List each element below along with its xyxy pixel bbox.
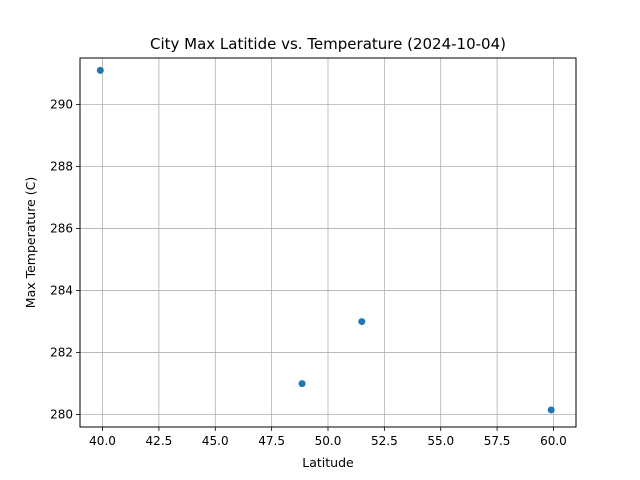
x-tick-label: 52.5 bbox=[371, 434, 398, 448]
y-tick-label: 280 bbox=[50, 408, 73, 422]
x-tick-label: 42.5 bbox=[146, 434, 173, 448]
x-tick-label: 57.5 bbox=[484, 434, 511, 448]
x-tick-label: 60.0 bbox=[540, 434, 567, 448]
data-point bbox=[547, 406, 555, 414]
y-axis-label: Max Temperature (C) bbox=[23, 177, 38, 308]
data-point bbox=[96, 66, 104, 74]
grid-lines bbox=[80, 58, 576, 427]
data-points bbox=[96, 66, 555, 414]
x-tick-label: 45.0 bbox=[202, 434, 229, 448]
x-tick-label: 47.5 bbox=[258, 434, 285, 448]
y-tick-label: 282 bbox=[50, 346, 73, 360]
data-point bbox=[298, 380, 306, 388]
y-tick-label: 284 bbox=[50, 284, 73, 298]
x-tick-label: 55.0 bbox=[427, 434, 454, 448]
y-tick-label: 288 bbox=[50, 160, 73, 174]
data-point bbox=[358, 318, 366, 326]
y-tick-label: 290 bbox=[50, 98, 73, 112]
y-axis-ticks: 280 282 284 286 288 290 bbox=[50, 98, 80, 422]
x-axis-ticks: 40.0 42.5 45.0 47.5 50.0 52.5 55.0 57.5 60.0 bbox=[89, 427, 567, 448]
chart-title: City Max Latitide vs. Temperature (2024-… bbox=[150, 35, 506, 53]
x-tick-label: 50.0 bbox=[315, 434, 342, 448]
x-axis-label: Latitude bbox=[302, 455, 354, 470]
x-tick-label: 40.0 bbox=[89, 434, 116, 448]
y-tick-label: 286 bbox=[50, 222, 73, 236]
